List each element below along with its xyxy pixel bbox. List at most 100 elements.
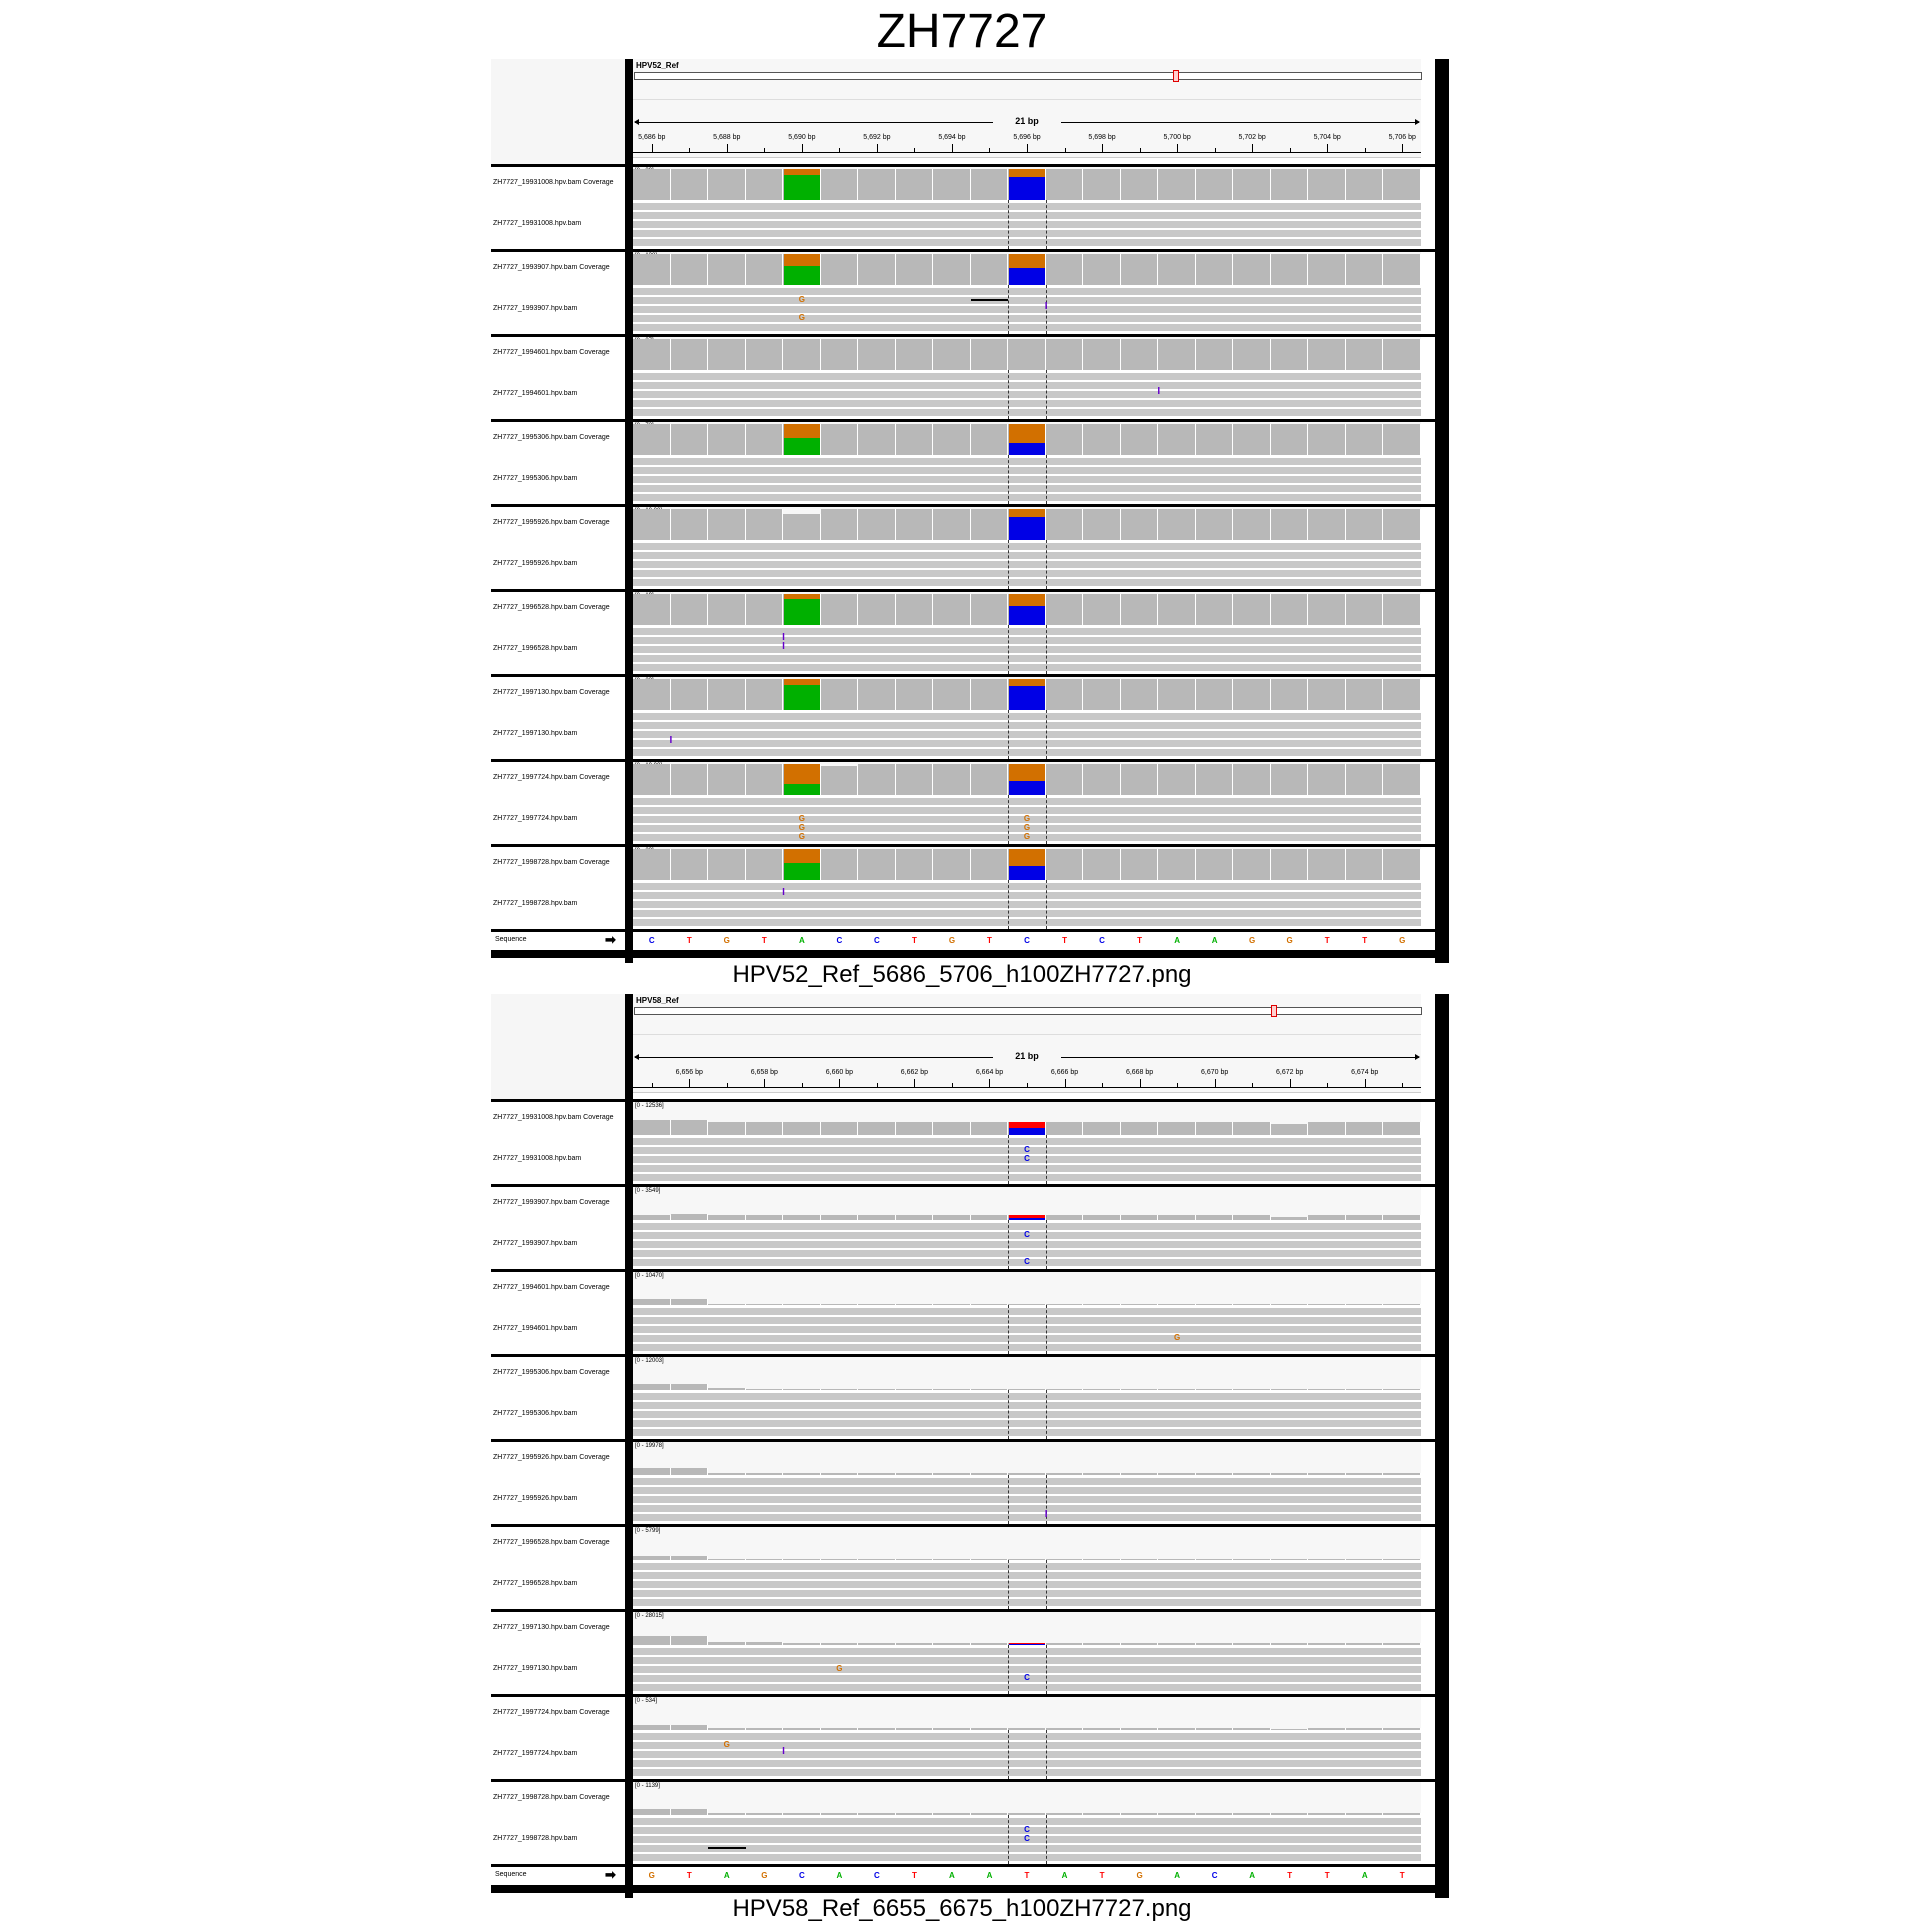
strand-arrow-icon[interactable]: ➡ xyxy=(605,932,616,947)
alignment-track[interactable]: Ι xyxy=(633,710,1421,759)
read-row[interactable] xyxy=(633,1487,1421,1494)
alignment-track-name[interactable]: ZH7727_1995306.hpv.bam xyxy=(493,475,578,482)
read-row[interactable] xyxy=(633,1742,1421,1749)
read-row[interactable] xyxy=(633,1147,1421,1154)
alignment-track-name[interactable]: ZH7727_1994601.hpv.bam xyxy=(493,390,578,397)
read-row[interactable] xyxy=(633,1411,1421,1418)
read-row[interactable] xyxy=(633,1818,1421,1825)
read-row[interactable] xyxy=(633,1514,1421,1521)
alignment-track-name[interactable]: ZH7727_1997724.hpv.bam xyxy=(493,1750,578,1757)
coverage-track-name[interactable]: ZH7727_1995926.hpv.bam Coverage xyxy=(493,1454,610,1461)
read-row[interactable] xyxy=(633,485,1421,492)
read-row[interactable] xyxy=(633,230,1421,237)
read-row[interactable] xyxy=(633,1590,1421,1597)
read-row[interactable] xyxy=(633,749,1421,756)
read-row[interactable] xyxy=(633,807,1421,814)
alignment-track-name[interactable]: ZH7727_1997130.hpv.bam xyxy=(493,730,578,737)
read-row[interactable] xyxy=(633,1344,1421,1351)
read-row[interactable] xyxy=(633,1250,1421,1257)
coverage-track[interactable]: [0 - 19] xyxy=(633,592,1421,625)
read-row[interactable] xyxy=(633,1505,1421,1512)
strand-arrow-icon[interactable]: ➡ xyxy=(605,1867,616,1882)
read-row[interactable] xyxy=(633,1393,1421,1400)
read-row[interactable] xyxy=(633,1326,1421,1333)
alignment-track[interactable] xyxy=(633,200,1421,249)
read-row[interactable] xyxy=(633,1317,1421,1324)
read-row[interactable] xyxy=(633,306,1421,313)
read-row[interactable] xyxy=(633,637,1421,644)
read-row[interactable] xyxy=(633,1572,1421,1579)
coverage-track-name[interactable]: ZH7727_1994601.hpv.bam Coverage xyxy=(493,1284,610,1291)
coverage-track[interactable]: [0 - 23] xyxy=(633,847,1421,880)
read-row[interactable] xyxy=(633,1138,1421,1145)
coverage-track[interactable]: [0 - 3549] xyxy=(633,1187,1421,1220)
read-row[interactable] xyxy=(633,552,1421,559)
read-row[interactable] xyxy=(633,315,1421,322)
read-row[interactable] xyxy=(633,1769,1421,1776)
read-row[interactable] xyxy=(633,1259,1421,1266)
read-row[interactable] xyxy=(633,1223,1421,1230)
read-row[interactable] xyxy=(633,1420,1421,1427)
read-row[interactable] xyxy=(633,1156,1421,1163)
read-row[interactable] xyxy=(633,798,1421,805)
alignment-track[interactable] xyxy=(633,1560,1421,1609)
coverage-track[interactable]: [0 - 10470] xyxy=(633,1272,1421,1305)
read-row[interactable] xyxy=(633,1478,1421,1485)
read-row[interactable] xyxy=(633,382,1421,389)
read-row[interactable] xyxy=(633,1402,1421,1409)
coverage-track[interactable]: [0 - 534] xyxy=(633,1697,1421,1730)
read-row[interactable] xyxy=(633,570,1421,577)
read-row[interactable] xyxy=(633,1648,1421,1655)
alignment-track[interactable]: Ι xyxy=(633,880,1421,929)
coverage-track[interactable]: [0 - 72] xyxy=(633,422,1421,455)
read-row[interactable] xyxy=(633,646,1421,653)
read-row[interactable] xyxy=(633,1165,1421,1172)
read-row[interactable] xyxy=(633,543,1421,550)
alignment-track[interactable] xyxy=(633,1390,1421,1439)
alignment-track[interactable] xyxy=(633,540,1421,589)
read-row[interactable] xyxy=(633,288,1421,295)
read-row[interactable] xyxy=(633,1563,1421,1570)
ideogram-bar[interactable] xyxy=(634,1007,1422,1015)
column-divider[interactable] xyxy=(625,994,633,1898)
read-row[interactable] xyxy=(633,494,1421,501)
read-row[interactable] xyxy=(633,1733,1421,1740)
coverage-track[interactable]: [0 - 10.00] xyxy=(633,507,1421,540)
read-row[interactable] xyxy=(633,1836,1421,1843)
read-row[interactable] xyxy=(633,400,1421,407)
read-row[interactable] xyxy=(633,203,1421,210)
coverage-track[interactable]: [0 - 23] xyxy=(633,677,1421,710)
coverage-track-name[interactable]: ZH7727_19931008.hpv.bam Coverage xyxy=(493,1114,614,1121)
sequence-track-name[interactable]: Sequence xyxy=(495,1871,527,1878)
coverage-track-name[interactable]: ZH7727_1993907.hpv.bam Coverage xyxy=(493,264,610,271)
read-row[interactable] xyxy=(633,1827,1421,1834)
coverage-track[interactable]: [0 - 12536] xyxy=(633,1102,1421,1135)
read-row[interactable] xyxy=(633,409,1421,416)
read-row[interactable] xyxy=(633,713,1421,720)
read-row[interactable] xyxy=(633,628,1421,635)
read-row[interactable] xyxy=(633,1496,1421,1503)
alignment-track-name[interactable]: ZH7727_1995306.hpv.bam xyxy=(493,1410,578,1417)
read-row[interactable] xyxy=(633,324,1421,331)
read-row[interactable] xyxy=(633,1308,1421,1315)
read-row[interactable] xyxy=(633,655,1421,662)
alignment-track-name[interactable]: ZH7727_1995926.hpv.bam xyxy=(493,1495,578,1502)
read-row[interactable] xyxy=(633,391,1421,398)
read-row[interactable] xyxy=(633,892,1421,899)
read-row[interactable] xyxy=(633,579,1421,586)
coverage-track[interactable]: [0 - 37] xyxy=(633,337,1421,370)
coverage-track-name[interactable]: ZH7727_1996528.hpv.bam Coverage xyxy=(493,604,610,611)
read-row[interactable] xyxy=(633,561,1421,568)
coverage-track-name[interactable]: ZH7727_1997130.hpv.bam Coverage xyxy=(493,1624,610,1631)
read-row[interactable] xyxy=(633,834,1421,841)
alignment-track-name[interactable]: ZH7727_1997130.hpv.bam xyxy=(493,1665,578,1672)
read-row[interactable] xyxy=(633,1675,1421,1682)
read-row[interactable] xyxy=(633,664,1421,671)
read-row[interactable] xyxy=(633,1854,1421,1861)
alignment-track-name[interactable]: ZH7727_1998728.hpv.bam xyxy=(493,900,578,907)
coverage-track-name[interactable]: ZH7727_19931008.hpv.bam Coverage xyxy=(493,179,614,186)
